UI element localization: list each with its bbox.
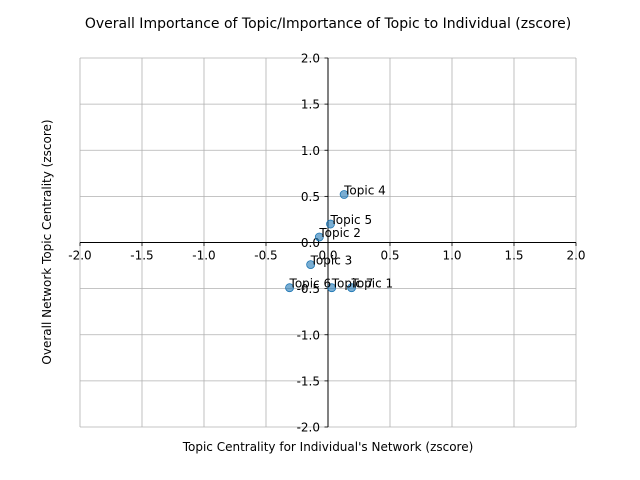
x-tick-label-4: 0.0 xyxy=(318,249,337,263)
data-point-2 xyxy=(314,232,324,242)
x-tick-label-2: -1.0 xyxy=(192,249,215,263)
x-tick-label-1: -1.5 xyxy=(130,249,153,263)
x-tick-label-8: 2.0 xyxy=(566,249,585,263)
data-point-3 xyxy=(306,260,316,270)
point-label-5: Topic 7 xyxy=(331,277,374,291)
tick-labels: -2.0 -1.5 -1.0 -0.5 0.0 0.5 1.0 1.5 2.0 -2.0 -1.5 -… xyxy=(68,52,585,435)
data-point-5 xyxy=(327,283,337,293)
data-point-1 xyxy=(326,219,335,229)
point-label-1: Topic 5 xyxy=(329,213,372,227)
data-points xyxy=(285,190,356,293)
y-tick-label-0: -2.0 xyxy=(297,421,320,435)
point-label-0: Topic 4 xyxy=(343,184,386,198)
y-axis-title: Overall Network Topic Centrality (zscore… xyxy=(40,119,54,364)
point-label-6: Topic 1 xyxy=(351,277,394,291)
x-axis-title: Topic Centrality for Individual's Networ… xyxy=(182,440,474,454)
x-tick-label-0: -2.0 xyxy=(68,249,91,263)
y-tick-label-5: 0.5 xyxy=(301,190,320,204)
chart-title: Overall Importance of Topic/Importance o… xyxy=(85,16,571,32)
data-point-6 xyxy=(347,283,356,293)
data-point-0 xyxy=(339,190,349,199)
y-tick-label-2: -1.0 xyxy=(297,328,320,342)
data-point-4 xyxy=(285,283,294,293)
y-tick-label-1: -1.5 xyxy=(297,374,320,388)
point-label-2: Topic 2 xyxy=(318,226,361,240)
point-label-3: Topic 3 xyxy=(310,254,353,268)
y-tick-label-4: 0.0 xyxy=(301,236,320,250)
x-tick-label-7: 1.5 xyxy=(504,249,523,263)
x-tick-label-6: 1.0 xyxy=(442,249,461,263)
point-label-4: Topic 6 xyxy=(289,277,332,291)
x-tick-label-5: 0.5 xyxy=(380,249,399,263)
y-tick-label-3: -0.5 xyxy=(297,282,320,296)
x-tick-label-3: -0.5 xyxy=(254,249,277,263)
y-tick-label-7: 1.5 xyxy=(301,98,320,112)
y-tick-label-8: 2.0 xyxy=(301,52,320,66)
y-tick-label-6: 1.0 xyxy=(301,144,320,158)
